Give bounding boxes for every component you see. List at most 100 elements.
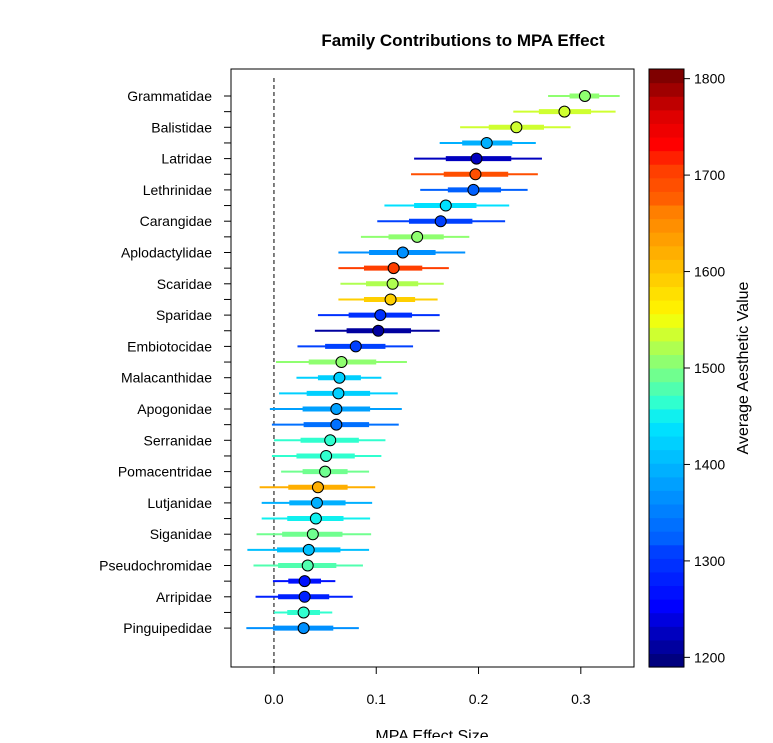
- colorbar-segment: [649, 544, 684, 559]
- family-row: [384, 199, 510, 212]
- chart-title: Family Contributions to MPA Effect: [321, 31, 605, 50]
- mean-point: [480, 136, 493, 149]
- colorbar-segment: [649, 136, 684, 152]
- family-row: [439, 136, 536, 149]
- y-tick-label: Arripidae: [156, 589, 212, 605]
- colorbar-segment: [649, 286, 684, 301]
- mean-point: [301, 559, 314, 572]
- x-axis: 0.0 0.1 0.2 0.3: [264, 666, 591, 707]
- family-row: [255, 590, 353, 603]
- family-row: [338, 293, 438, 306]
- mean-point: [510, 121, 523, 134]
- colorbar-segment: [649, 259, 684, 274]
- family-row: [420, 183, 528, 196]
- x-axis-title: MPA Effect Size: [375, 728, 488, 738]
- mean-point: [298, 575, 311, 588]
- colorbar-segment: [649, 191, 684, 206]
- mean-point: [372, 324, 385, 337]
- family-row: [261, 496, 373, 509]
- colorbar-segment: [649, 300, 684, 315]
- family-row: [338, 262, 449, 275]
- family-row: [259, 481, 376, 494]
- colorbar-segment: [649, 164, 684, 179]
- colorbar-segment: [649, 463, 684, 478]
- mean-point: [310, 496, 323, 509]
- colorbar-segment: [649, 599, 684, 614]
- colorbar-segment: [649, 340, 684, 356]
- colorbar-tick-label: 1600: [694, 264, 725, 280]
- mean-point: [330, 403, 343, 415]
- colorbar-tick-label: 1700: [694, 167, 725, 183]
- colorbar-title: Average Aesthetic Value: [735, 281, 752, 454]
- y-tick-label: Carangidae: [140, 213, 213, 229]
- colorbar-tick-label: 1300: [694, 553, 725, 569]
- colorbar-segment: [649, 313, 684, 328]
- colorbar-segment: [649, 517, 684, 532]
- y-tick-label: Pinguipedidae: [123, 620, 212, 636]
- colorbar-tick-label: 1800: [694, 71, 725, 87]
- family-row: [273, 606, 333, 619]
- y-tick-label: Scaridae: [157, 276, 212, 292]
- y-tick-label: Pseudochromidae: [99, 558, 212, 574]
- family-row: [377, 215, 506, 228]
- family-row: [296, 371, 382, 384]
- colorbar-segment: [649, 123, 684, 138]
- colorbar-segment: [649, 232, 684, 247]
- family-row: [297, 340, 414, 353]
- mean-point: [332, 387, 345, 400]
- colorbar-segment: [649, 177, 684, 192]
- colorbar-segment: [649, 503, 684, 519]
- x-tick-label: 0.2: [469, 691, 489, 707]
- family-row: [548, 90, 620, 102]
- family-row: [340, 277, 444, 290]
- colorbar-tick-label: 1400: [694, 456, 725, 472]
- y-tick-label: Lethrinidae: [143, 182, 212, 198]
- family-row: [247, 543, 370, 556]
- plot-layer: [246, 78, 620, 667]
- mean-point: [298, 590, 311, 603]
- colorbar-segment: [649, 272, 684, 288]
- colorbar-segment: [649, 639, 684, 655]
- mean-point: [333, 371, 346, 384]
- colorbar-segment: [649, 558, 684, 573]
- mean-point: [335, 356, 348, 369]
- mean-point: [467, 183, 480, 196]
- mean-point: [320, 449, 333, 462]
- family-row: [360, 230, 470, 243]
- colorbar-segment: [649, 490, 684, 505]
- colorbar-segment: [649, 327, 684, 342]
- y-tick-label: Apogonidae: [137, 401, 212, 417]
- colorbar-segment: [649, 408, 684, 423]
- colorbar-segment: [649, 96, 684, 111]
- colorbar-segment: [649, 395, 684, 410]
- y-tick-label: Embiotocidae: [127, 338, 212, 354]
- mean-point: [302, 543, 315, 556]
- mean-point: [297, 622, 310, 635]
- mean-point: [386, 277, 399, 290]
- colorbar-segment: [649, 381, 684, 396]
- colorbar-segment: [649, 82, 684, 97]
- mean-point: [319, 465, 332, 478]
- family-row: [279, 387, 398, 400]
- family-row: [338, 246, 466, 259]
- family-row: [261, 512, 371, 525]
- family-row: [256, 528, 372, 541]
- colorbar-segment: [649, 204, 684, 220]
- mean-point: [297, 606, 310, 619]
- colorbar-segment: [649, 476, 684, 491]
- mean-point: [387, 262, 400, 275]
- family-row: [253, 559, 363, 572]
- colorbar-segment: [649, 531, 684, 546]
- family-row: [414, 152, 542, 165]
- family-row: [269, 403, 402, 415]
- mean-point: [324, 434, 337, 447]
- colorbar-segment: [649, 626, 684, 641]
- colorbar-segment: [649, 612, 684, 627]
- colorbar: 1200 1300 1400 1500 1600 1700 1800: [648, 68, 725, 668]
- mean-point: [306, 528, 319, 541]
- colorbar-segment: [649, 245, 684, 260]
- family-row: [317, 309, 440, 322]
- family-row: [271, 418, 399, 431]
- colorbar-segment: [649, 571, 684, 587]
